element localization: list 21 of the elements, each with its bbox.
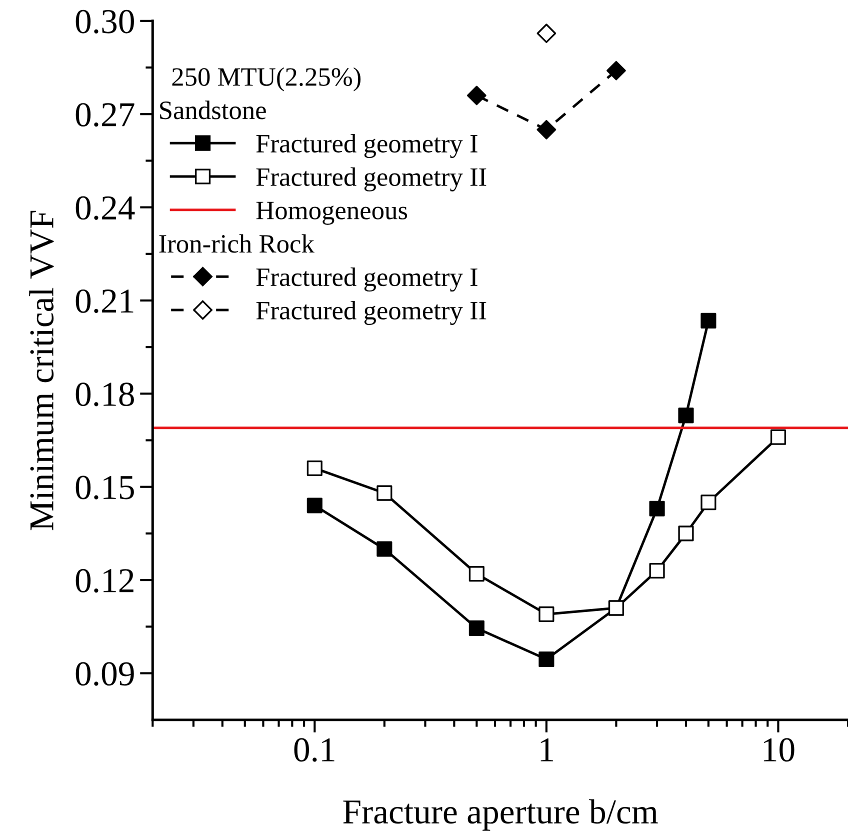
- legend-label: Fractured geometry I: [256, 134, 478, 158]
- y-tick-label: 0.30: [76, 10, 134, 34]
- y-tick-label: 0.27: [76, 103, 134, 127]
- x-axis-title: Fracture aperture b/cm: [343, 799, 658, 831]
- x-tick-label: 10: [764, 738, 794, 762]
- legend-label: Homogeneous: [256, 202, 408, 225]
- y-axis-title: Minimum critical VVF: [29, 210, 54, 530]
- legend-label: Fractured geometry I: [256, 268, 478, 292]
- annotation: Sandstone: [160, 100, 266, 120]
- y-tick-label: 0.09: [76, 662, 134, 686]
- y-tick-label: 0.21: [76, 289, 134, 314]
- y-tick-label: 0.24: [76, 196, 135, 220]
- annotation: Iron-rich Rock: [159, 234, 314, 253]
- legend-label: Fractured geometry II: [256, 300, 486, 325]
- x-tick-label: 0.1: [294, 738, 334, 762]
- y-tick-label: 0.15: [76, 476, 134, 500]
- legend-label: Fractured geometry II: [256, 167, 486, 192]
- y-tick-label: 0.12: [76, 569, 134, 593]
- x-tick-label: 1: [540, 738, 554, 762]
- legend-title: 250 MTU(2.25%): [172, 67, 361, 92]
- y-tick-label: 0.18: [76, 382, 134, 406]
